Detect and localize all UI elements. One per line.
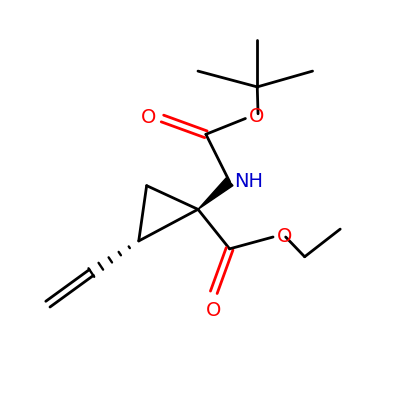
Text: O: O	[277, 227, 292, 246]
Text: O: O	[141, 108, 156, 127]
Text: NH: NH	[234, 172, 263, 191]
Polygon shape	[198, 178, 233, 209]
Text: O: O	[206, 301, 221, 320]
Text: O: O	[249, 107, 265, 126]
